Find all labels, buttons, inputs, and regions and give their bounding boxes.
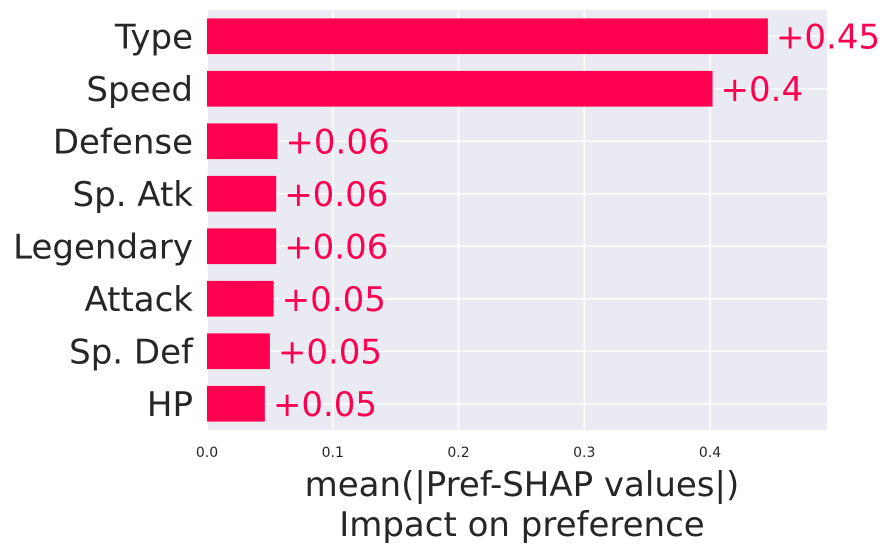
bar — [207, 175, 277, 212]
x-tick-label: 0.2 — [447, 445, 469, 461]
category-label: HP — [147, 385, 193, 425]
category-label: Type — [114, 17, 193, 57]
x-axis-subtitle: Impact on preference — [339, 505, 704, 545]
x-axis-title: mean(|Pref-SHAP values|) — [305, 465, 740, 505]
value-label: +0.06 — [284, 175, 388, 215]
category-label: Attack — [84, 280, 193, 320]
x-axis-ticks: 0.0 0.1 0.2 0.3 0.4 — [196, 445, 721, 461]
x-tick-label: 0.3 — [573, 445, 595, 461]
value-label: +0.05 — [278, 332, 382, 372]
bar — [207, 123, 278, 160]
x-tick-label: 0.1 — [322, 445, 344, 461]
value-label: +0.06 — [285, 122, 389, 162]
value-label: +0.45 — [776, 17, 880, 57]
bar — [207, 385, 265, 422]
value-label: +0.05 — [273, 385, 377, 425]
value-label: +0.4 — [721, 70, 804, 110]
value-label: +0.06 — [284, 227, 388, 267]
category-label: Legendary — [13, 227, 193, 267]
category-label: Defense — [53, 122, 193, 162]
bar — [207, 70, 713, 107]
category-labels: Type Speed Defense Sp. Atk Legendary Attack Sp… — [13, 17, 194, 425]
bar — [207, 280, 274, 317]
category-label: Sp. Def — [69, 332, 194, 372]
bar — [207, 18, 768, 55]
x-tick-label: 0.0 — [196, 445, 218, 461]
category-label: Speed — [86, 70, 193, 110]
category-label: Sp. Atk — [73, 175, 194, 215]
value-label: +0.05 — [282, 280, 386, 320]
value-labels: +0.45 +0.4 +0.06 +0.06 +0.06 +0.05 +0.05 +0.05 — [273, 17, 880, 425]
bar — [207, 228, 277, 265]
bar — [207, 333, 270, 370]
x-tick-label: 0.4 — [699, 445, 721, 461]
bars — [207, 18, 768, 422]
